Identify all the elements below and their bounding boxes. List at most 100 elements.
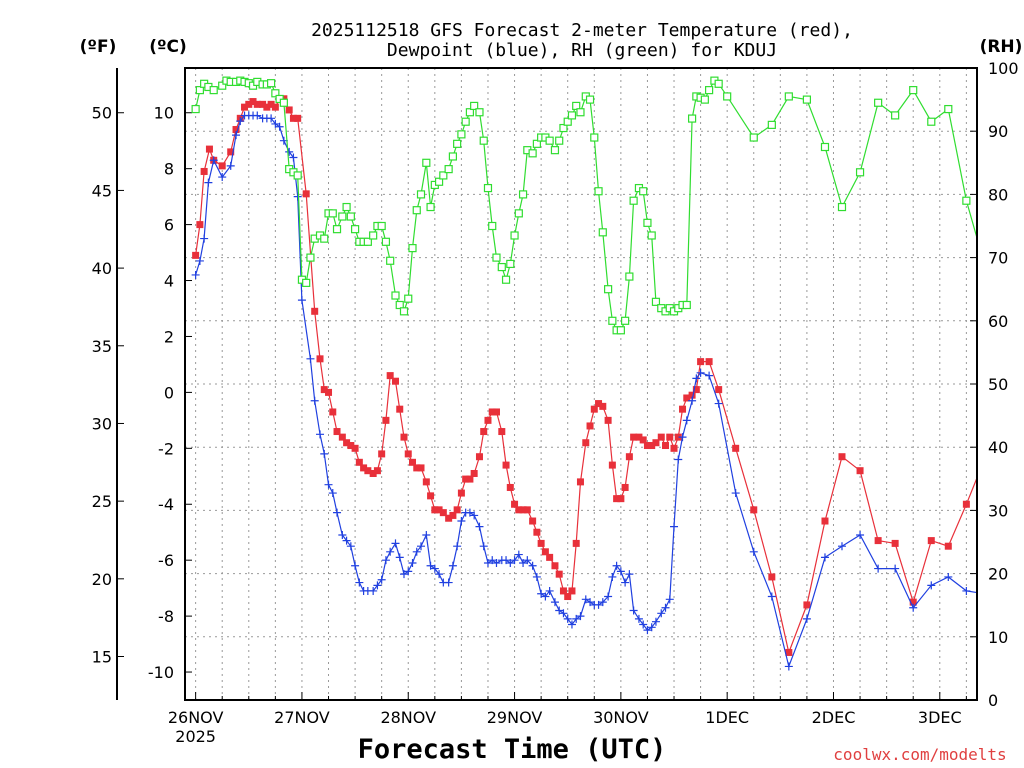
- series-1-point-116: [767, 592, 776, 601]
- series-1-point-46: [408, 558, 417, 567]
- series-1-point-26: [320, 449, 329, 458]
- series-1-point-121: [856, 531, 865, 540]
- series-0-point-99: [648, 442, 656, 450]
- series-2-point-127: [891, 111, 900, 120]
- series-1-point-86: [586, 598, 595, 607]
- series-2-point-115: [705, 86, 714, 95]
- series-0-point-121: [874, 537, 882, 545]
- rh-axis-unit: (RH): [980, 37, 1023, 57]
- series-1-point-108: [682, 416, 691, 425]
- series-0-point-128: [998, 490, 1005, 497]
- series-2-point-101: [643, 218, 652, 227]
- rh-tick-label-7: 70: [988, 249, 1008, 268]
- series-0-point-72: [529, 517, 537, 525]
- series-2-point-58: [453, 139, 462, 148]
- series-1-point-100: [647, 623, 656, 632]
- series-1-point-32: [346, 542, 355, 551]
- series-2-point-79: [545, 136, 554, 145]
- series-1-point-124: [909, 603, 918, 612]
- series-0-point-100: [652, 439, 660, 447]
- rh-tick-label-10: 100: [988, 59, 1019, 78]
- series-0-point-96: [635, 433, 643, 441]
- series-1-point-93: [616, 567, 625, 576]
- series-0-point-28: [333, 428, 341, 436]
- series-1-point-0: [191, 270, 200, 279]
- series-1-point-62: [479, 542, 488, 551]
- series-2-point-75: [528, 149, 537, 158]
- series-1-point-20: [289, 153, 298, 162]
- series-1-point-24: [310, 396, 319, 405]
- series-1-point-60: [470, 511, 479, 520]
- series-0-point-42: [396, 405, 404, 413]
- series-2-point-44: [391, 291, 400, 300]
- series-0-point-5: [218, 162, 226, 170]
- series-2-point-38: [363, 237, 372, 246]
- series-2-point-62: [470, 101, 479, 111]
- series-0-point-24: [316, 355, 324, 363]
- series-1-point-34: [355, 578, 364, 587]
- series-0-point-55: [453, 506, 461, 514]
- series-0-point-20: [289, 114, 297, 122]
- series-2-point-60: [461, 117, 470, 126]
- series-0-point-111: [705, 358, 713, 366]
- series-2-point-41: [377, 221, 386, 231]
- series-2-point-73: [518, 190, 528, 199]
- series-1-point-3: [204, 178, 213, 187]
- series-2-point-22: [293, 171, 302, 180]
- series-0-point-115: [768, 573, 776, 581]
- series-0-point-19: [285, 106, 293, 114]
- celsius-tick-label-4: -2: [158, 439, 174, 458]
- series-1-point-41: [386, 547, 395, 556]
- x-tick-label-5: 1DEC: [705, 708, 749, 727]
- series-2-point-126: [874, 98, 883, 107]
- series-1-point-51: [430, 564, 439, 573]
- series-0-point-23: [311, 307, 319, 315]
- rh-tick-label-6: 60: [988, 312, 1008, 331]
- series-2-point-34: [346, 212, 355, 221]
- series-1-point-68: [506, 558, 515, 567]
- series-1-point-29: [333, 508, 342, 517]
- series-0-point-123: [909, 598, 917, 606]
- series-1-point-63: [483, 558, 492, 567]
- series-2-point-61: [465, 108, 475, 117]
- series-2-point-114: [700, 95, 709, 104]
- series-0-point-35: [364, 467, 372, 475]
- series-0-point-15: [267, 100, 275, 108]
- series-0-point-126: [962, 500, 970, 508]
- series-1-point-97: [634, 614, 643, 623]
- series-0-point-85: [586, 422, 594, 430]
- series-2-point-28: [320, 234, 329, 243]
- series-0-point-50: [431, 506, 439, 514]
- series-1-point-69: [510, 556, 519, 565]
- series-0-point-53: [445, 514, 453, 522]
- series-2-point-88: [585, 95, 595, 104]
- series-1-point-83: [572, 614, 581, 623]
- series-1-point-37: [369, 586, 378, 595]
- series-1-point-130: [1016, 551, 1024, 559]
- series-1-point-72: [523, 556, 532, 565]
- series-0-point-61: [480, 428, 488, 436]
- series-0-point-43: [400, 433, 408, 441]
- series-1-point-120: [837, 542, 846, 551]
- series-2-point-120: [767, 120, 776, 129]
- series-0-point-34: [360, 464, 368, 472]
- series-1-point-104: [665, 595, 674, 604]
- celsius-tick-label-8: 6: [164, 216, 174, 235]
- series-0-point-73: [533, 528, 541, 536]
- series-1-point-65: [492, 558, 501, 567]
- series-0-point-75: [541, 548, 549, 556]
- series-0-point-107: [683, 394, 691, 402]
- rh-tick-label-3: 30: [988, 501, 1008, 520]
- series-0-point-71: [523, 506, 531, 514]
- series-2-point-65: [483, 183, 493, 193]
- series-1-point-39: [377, 575, 386, 584]
- series-1-point-8: [236, 117, 245, 126]
- series-0-point-124: [927, 537, 935, 545]
- fahrenheit-tick-label-6: 45: [92, 181, 112, 200]
- series-0-point-37: [373, 467, 381, 475]
- series-0-point-49: [427, 492, 435, 500]
- rh-tick-label-8: 80: [988, 185, 1008, 204]
- series-1-point-71: [519, 558, 528, 567]
- series-2-point-31: [332, 225, 342, 234]
